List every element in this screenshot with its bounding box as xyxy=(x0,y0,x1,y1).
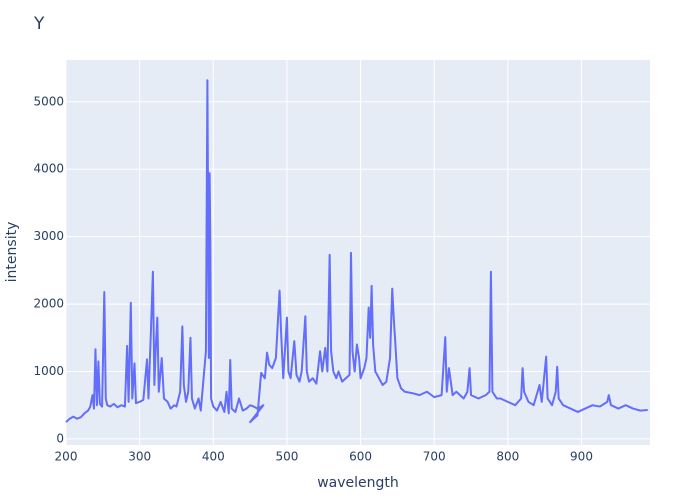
y-axis-title: intensity xyxy=(4,222,20,283)
marks xyxy=(65,79,648,424)
chart-title: Y xyxy=(33,14,45,34)
x-tick-label: 500 xyxy=(275,450,298,464)
x-tick-label: 600 xyxy=(349,450,372,464)
y-tick-label: 2000 xyxy=(33,297,64,311)
plot-area xyxy=(66,60,650,445)
y-tick-label: 5000 xyxy=(33,94,64,108)
y-tick-label: 4000 xyxy=(33,162,64,176)
y-tick-label: 3000 xyxy=(33,229,64,243)
y-tick-label: 1000 xyxy=(33,364,64,378)
x-tick-label: 400 xyxy=(202,450,225,464)
grid xyxy=(65,60,650,445)
x-tick-label: 800 xyxy=(496,450,519,464)
x-tick-label: 200 xyxy=(55,450,78,464)
y-tick-label: 0 xyxy=(56,431,64,445)
spectrum-line xyxy=(65,79,648,424)
x-tick-label: 900 xyxy=(570,450,593,464)
x-tick-label: 300 xyxy=(128,450,151,464)
x-tick-label: 700 xyxy=(423,450,446,464)
x-axis-title: wavelength xyxy=(317,475,399,491)
